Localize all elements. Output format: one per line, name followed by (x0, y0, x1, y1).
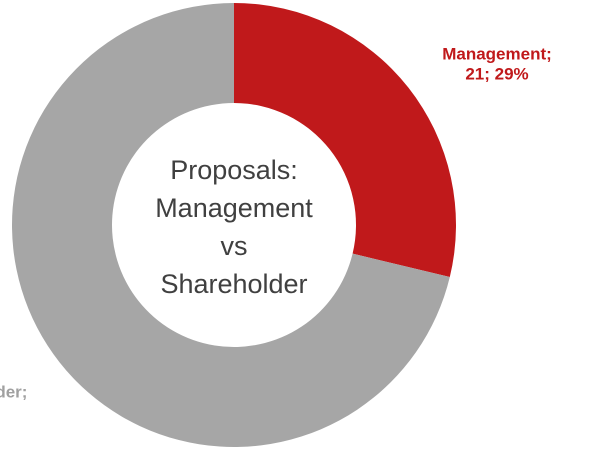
data-label: Management; (442, 44, 552, 63)
center-title: vs (221, 231, 248, 261)
data-label: 21; 29% (465, 64, 528, 83)
donut-slice (234, 3, 456, 278)
center-title: Shareholder (160, 269, 307, 299)
center-title: Management (155, 193, 313, 223)
data-label: Shareholder; (0, 382, 27, 401)
center-title: Proposals: (170, 155, 298, 185)
donut-slice (12, 3, 450, 448)
